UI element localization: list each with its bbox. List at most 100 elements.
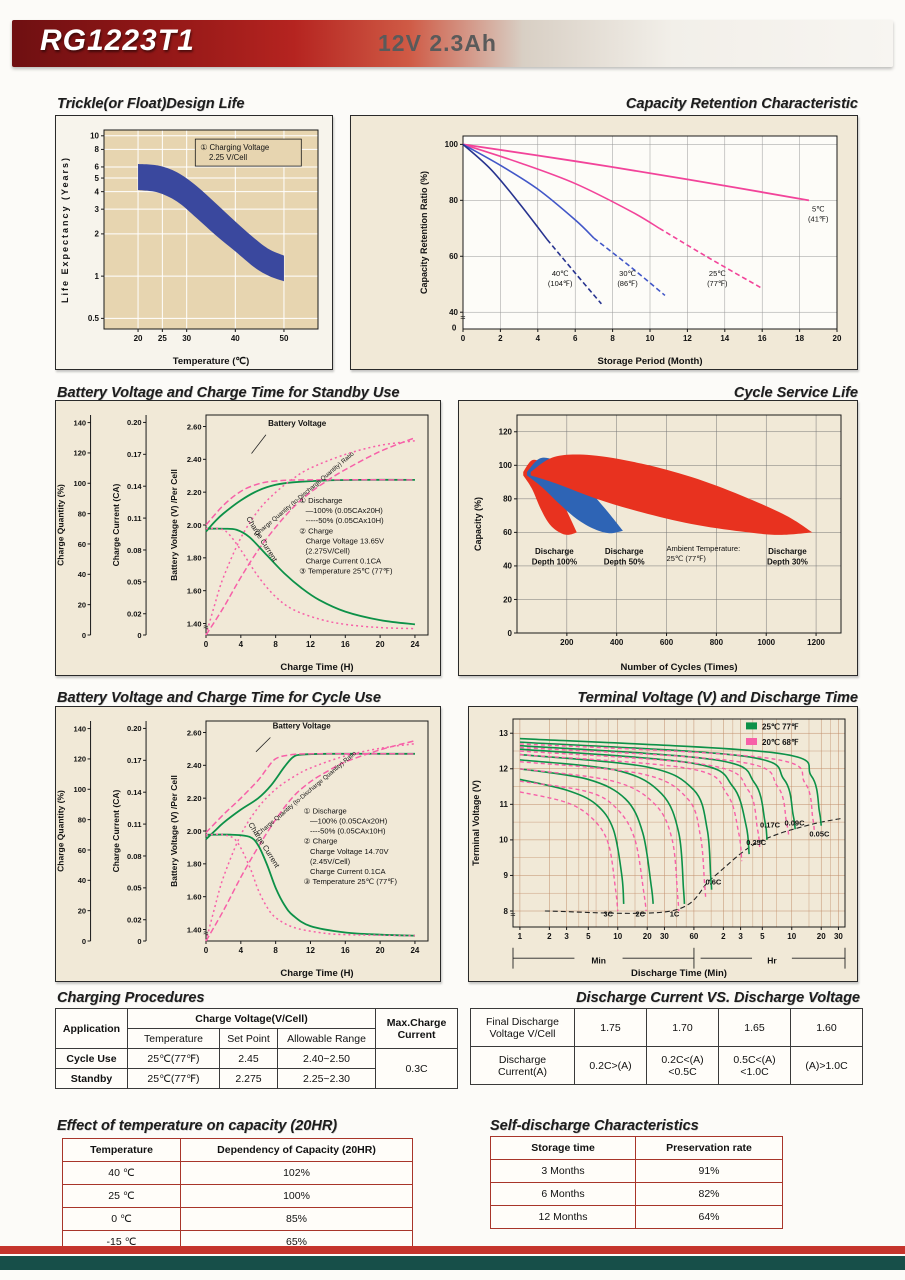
ruler-tick-label: 1.40	[187, 619, 202, 628]
cell: 2.40~2.50	[276, 1048, 377, 1069]
charging-voltage-note: ① Charging Voltage 2.25 V/Cell	[200, 143, 269, 162]
annotation-text-line: 3C	[603, 909, 613, 918]
annotation-text-line: Depth 100%	[532, 558, 577, 567]
annotation-text-line: Charge Current 0.1CA	[299, 557, 382, 566]
curve-25c-005c	[519, 737, 823, 826]
standby-charge-chart: 0 4 8 12 16 20 24 0 20 40 60 80 100 120 140 Charge Quan…	[56, 414, 429, 673]
annotation-text-line: ① Charging Voltage	[200, 143, 269, 152]
y-tick-label: 5	[95, 174, 100, 183]
annotation-text-line: 25℃	[709, 269, 726, 278]
annotation-text-line: ③ Temperature 25℃ (77℉)	[304, 877, 398, 886]
section-title-self-discharge: Self-discharge Characteristics	[490, 1118, 699, 1134]
y-tick-label: 80	[503, 495, 512, 504]
table-row: 3 Months 91%	[490, 1159, 783, 1183]
x-tick-label: 18	[795, 334, 804, 343]
cell: 100%	[180, 1184, 413, 1208]
cell: 25℃(77℉)	[127, 1068, 220, 1089]
curve-25c-009c	[519, 741, 796, 830]
curve-5c	[462, 143, 810, 202]
x-tick-label: 0	[461, 334, 466, 343]
cell: 1.70	[646, 1008, 719, 1047]
section-title-charging: Charging Procedures	[57, 990, 205, 1006]
x-tick-label: 4	[239, 946, 244, 955]
table-row: 25 ℃ 100%	[62, 1184, 413, 1208]
annotation-text-line: 40℃	[552, 269, 569, 278]
y-axis-title: Life Expectancy (Years)	[60, 156, 70, 303]
annotation-text-line: Battery Voltage	[273, 722, 332, 731]
y-tick-label: 11	[500, 800, 509, 809]
ruler-axis-label: Battery Voltage (V) /Per Cell	[169, 775, 179, 887]
annotation-text-line: ① Discharge	[304, 806, 347, 815]
model-number: RG1223T1	[40, 24, 195, 57]
annotation-text-line: ≈	[204, 622, 209, 632]
curve-20c-025c	[519, 753, 743, 862]
header-cell: Discharge Current(A)	[470, 1046, 575, 1085]
header-cell: Set Point	[219, 1028, 278, 1049]
x-tick-label: 20	[134, 334, 143, 343]
curve-20c-017c	[519, 750, 761, 848]
cycle-life-panel: 200 400 600 800 1000 1200 0 20 40 60 80 100 120 Disch…	[458, 400, 858, 676]
ambient-note: Ambient Temperature: 25℃ (77℉)	[667, 544, 741, 563]
x-tick-label: 8	[273, 946, 278, 955]
y-tick-label: 13	[499, 729, 508, 738]
y-tick-label: 60	[449, 252, 458, 261]
cell: Cycle Use	[55, 1048, 128, 1069]
header-cell: Charge Voltage(V/Cell)	[126, 1008, 377, 1029]
ruler-tick-label: 0.11	[127, 820, 141, 829]
ruler-tick-label: 0.20	[127, 724, 142, 733]
annotation-text-line: ② Charge	[299, 526, 333, 535]
annotation-text-line: 5℃	[812, 205, 825, 214]
label-009c: 0.09C	[784, 819, 805, 828]
y-tick-label: 3	[95, 205, 100, 214]
ruler-axis-label: Charge Quantity (%)	[56, 484, 66, 566]
curve-20c-2c	[519, 780, 647, 912]
header-cell: Allowable Range	[276, 1028, 377, 1049]
x-tick-label: 12	[683, 334, 692, 343]
x-tick-label: 10	[646, 334, 655, 343]
table-row: Cycle Use 25℃(77℉) 2.45 2.40~2.50 0.3C	[55, 1048, 459, 1089]
table-row: 0 ℃ 85%	[62, 1207, 413, 1231]
charge-current-50	[205, 833, 415, 937]
cell: 25℃(77℉)	[127, 1048, 220, 1069]
charge-quantity-50	[205, 440, 416, 636]
x-tick-label: 1200	[807, 638, 825, 647]
ruler-tick-label: 0.08	[127, 546, 142, 555]
x-tick-label: 800	[710, 638, 724, 647]
hr-label: Hr	[767, 955, 777, 965]
label-dod-30: Discharge Depth 30%	[767, 547, 808, 567]
axis-break: ≈	[511, 910, 516, 920]
battery-voltage-pointer	[251, 434, 267, 454]
section-title-standby: Battery Voltage and Charge Time for Stan…	[57, 385, 400, 401]
cell: 2.275	[219, 1068, 278, 1089]
x-axis-title: Charge Time (H)	[280, 662, 353, 673]
header-cell: Application	[55, 1008, 128, 1049]
annotation-text-line: 20℃ 68℉	[762, 738, 799, 747]
plot-frame	[512, 718, 846, 928]
annotation-text-line: 0.09C	[784, 819, 805, 828]
x-tick-label: 3	[738, 932, 743, 941]
x-tick-label: 14	[720, 334, 729, 343]
curve-25c-1c	[519, 759, 686, 904]
label-3c: 3C	[603, 909, 613, 918]
ruler-axis-label: Charge Current (CA)	[111, 790, 121, 873]
ruler-tick-label: 140	[74, 418, 87, 427]
cell: 91%	[635, 1159, 783, 1183]
x-tick-label: 24	[410, 640, 419, 649]
table-row: Discharge Current(A) 0.2C>(A) 0.2C<(A)<0…	[470, 1046, 863, 1085]
y-tick-label: 60	[503, 528, 512, 537]
curve-30c-solid	[462, 143, 595, 239]
charge-quantity-50	[205, 743, 416, 942]
label-025c: 0.25C	[746, 838, 767, 847]
self-discharge-table: Storage time Preservation rate 3 Months …	[490, 1136, 783, 1229]
x-axis-title: Charge Time (H)	[280, 968, 353, 979]
x-tick-label: 200	[560, 638, 574, 647]
x-tick-label: 10	[787, 932, 796, 941]
annotation-text-line: (2.275V/Cell)	[299, 547, 350, 556]
standby-charge-panel: 0 4 8 12 16 20 24 0 20 40 60 80 100 120 140 Charge Quan…	[55, 400, 441, 676]
cell: 40 ℃	[62, 1161, 181, 1185]
ruler-tick-label: 2.20	[187, 488, 202, 497]
ruler-tick-label: 100	[74, 479, 87, 488]
annotation-text-line: Ambient Temperature:	[667, 544, 741, 553]
battery-voltage-pointer	[255, 737, 271, 753]
